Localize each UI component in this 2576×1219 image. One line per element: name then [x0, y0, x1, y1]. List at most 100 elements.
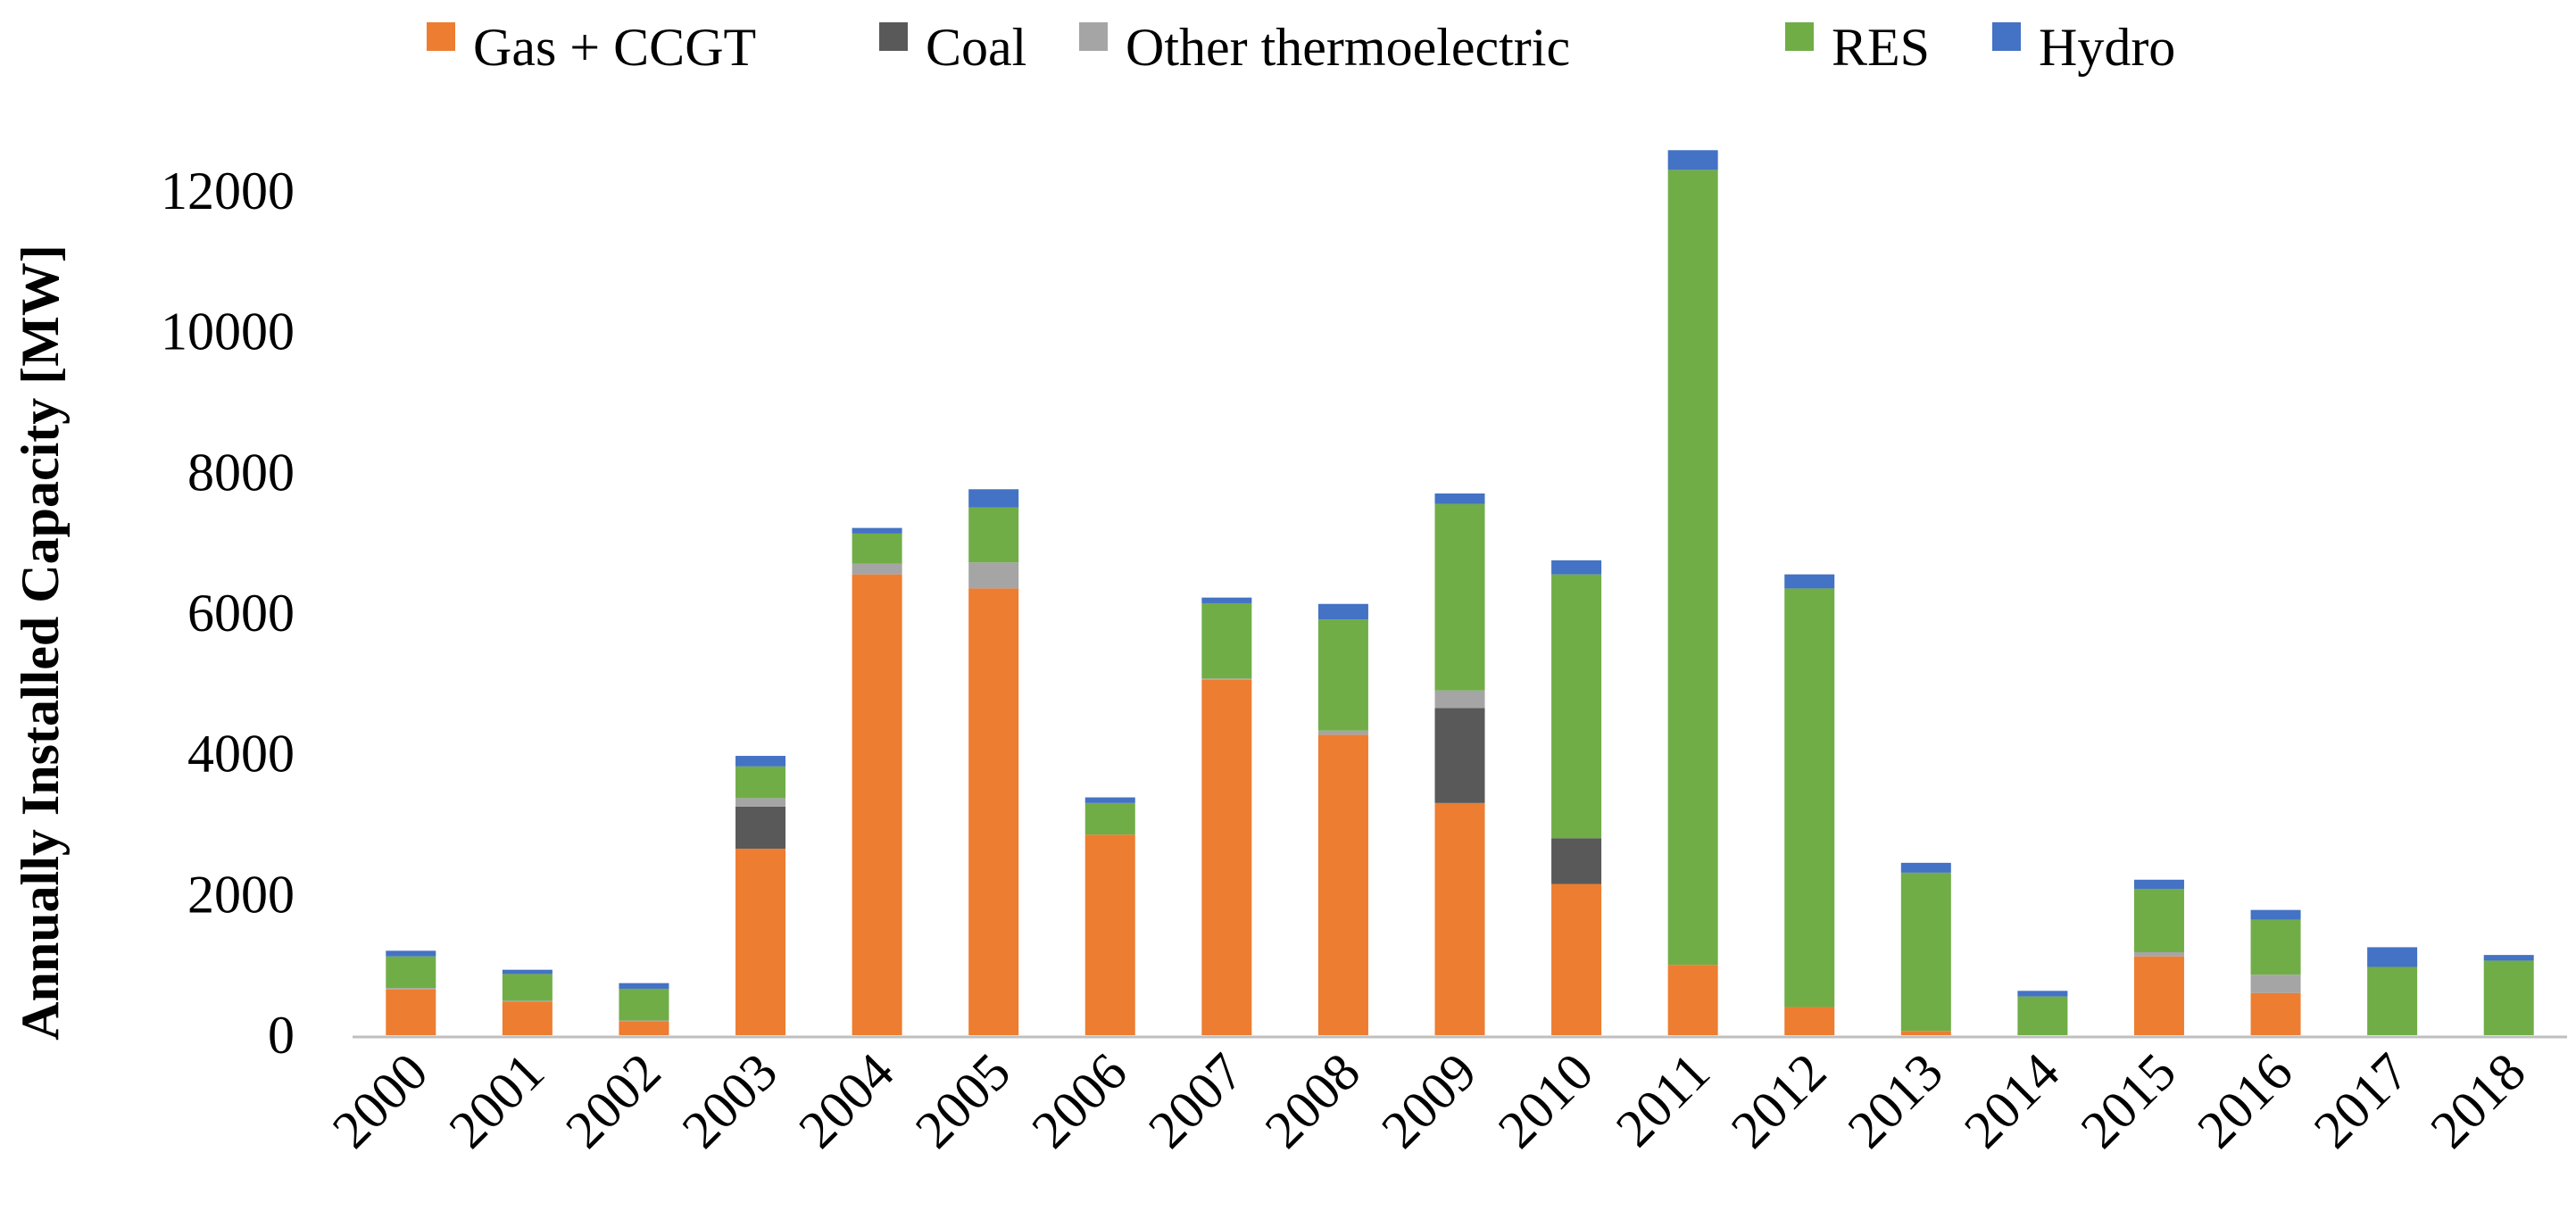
bar-segment-res-2002 — [619, 988, 669, 1021]
bar-segment-gas-ccgt-2006 — [1084, 834, 1135, 1035]
bar-segment-other-thermoelectric-2001 — [502, 1000, 553, 1002]
y-tick-label: 0 — [268, 1006, 295, 1065]
chart-legend: Gas + CCGT Coal Other thermoelectric RES Hyd… — [427, 18, 2175, 77]
legend-label: Hydro — [2039, 18, 2175, 77]
bar-segment-gas-ccgt-2007 — [1201, 679, 1252, 1035]
bar-segment-gas-ccgt-2002 — [619, 1021, 669, 1035]
bar-segment-hydro-2010 — [1551, 560, 1602, 575]
bar-segment-res-2007 — [1201, 602, 1252, 679]
y-tick-label: 4000 — [187, 725, 295, 784]
bar-segment-res-2008 — [1317, 619, 1368, 731]
bar-segment-gas-ccgt-2000 — [386, 989, 436, 1035]
bar-stacks — [386, 150, 2534, 1035]
x-tick-label: 2018 — [2419, 1042, 2537, 1160]
bar-segment-gas-ccgt-2009 — [1434, 802, 1485, 1035]
x-tick-label: 2013 — [1836, 1042, 1954, 1160]
x-tick-label: 2006 — [1020, 1042, 1138, 1160]
bar-segment-hydro-2012 — [1784, 574, 1835, 589]
bar-segment-hydro-2018 — [2483, 955, 2534, 961]
bar-segment-res-2014 — [2017, 996, 2068, 1035]
bar-segment-hydro-2003 — [735, 756, 786, 767]
legend-swatch-0 — [427, 22, 455, 51]
bar-segment-res-2000 — [386, 956, 436, 989]
bar-segment-gas-ccgt-2012 — [1784, 1007, 1835, 1035]
legend-swatch-2 — [1079, 22, 1108, 51]
bar-segment-gas-ccgt-2004 — [852, 574, 902, 1035]
legend-swatch-3 — [1785, 22, 1814, 51]
bar-segment-other-thermoelectric-2008 — [1317, 730, 1368, 735]
bar-segment-res-2015 — [2133, 889, 2184, 952]
x-tick-label: 2002 — [554, 1042, 672, 1160]
bar-segment-res-2010 — [1551, 574, 1602, 839]
bar-segment-other-thermoelectric-2015 — [2133, 951, 2184, 957]
bar-segment-hydro-2008 — [1317, 603, 1368, 620]
bar-segment-other-thermoelectric-2016 — [2250, 974, 2301, 993]
bar-segment-res-2004 — [852, 533, 902, 564]
bar-segment-gas-ccgt-2001 — [502, 1001, 553, 1035]
bar-segment-hydro-2002 — [619, 983, 669, 989]
bar-segment-gas-ccgt-2011 — [1667, 965, 1718, 1035]
bar-segment-res-2009 — [1434, 503, 1485, 691]
bar-segment-hydro-2005 — [968, 489, 1019, 508]
x-tick-label: 2015 — [2070, 1042, 2188, 1160]
legend-label: RES — [1832, 18, 1930, 77]
x-tick-label: 2001 — [438, 1042, 556, 1160]
bar-segment-hydro-2011 — [1667, 150, 1718, 170]
bar-segment-other-thermoelectric-2009 — [1434, 690, 1485, 709]
bar-segment-coal-2003 — [735, 806, 786, 850]
bar-segment-other-thermoelectric-2005 — [968, 562, 1019, 589]
bar-segment-other-thermoelectric-2007 — [1201, 678, 1252, 680]
bar-segment-other-thermoelectric-2002 — [619, 1020, 669, 1022]
x-tick-label: 2016 — [2186, 1042, 2304, 1160]
bar-segment-res-2005 — [968, 507, 1019, 563]
x-tick-label: 2008 — [1254, 1042, 1372, 1160]
bar-segment-res-2011 — [1667, 170, 1718, 966]
y-tick-label: 2000 — [187, 865, 295, 924]
bar-segment-res-2001 — [502, 974, 553, 1001]
bar-segment-hydro-2017 — [2367, 947, 2418, 967]
bar-segment-gas-ccgt-2003 — [735, 849, 786, 1035]
bar-segment-gas-ccgt-2015 — [2133, 956, 2184, 1035]
bar-segment-hydro-2015 — [2133, 879, 2184, 890]
bar-segment-hydro-2001 — [502, 969, 553, 974]
bar-segment-res-2018 — [2483, 960, 2534, 1035]
bar-segment-gas-ccgt-2013 — [1900, 1031, 1951, 1035]
y-tick-label: 6000 — [187, 584, 295, 643]
x-tick-label: 2017 — [2303, 1042, 2421, 1160]
y-tick-label: 12000 — [161, 162, 295, 220]
legend-label: Other thermoelectric — [1126, 18, 1570, 77]
x-tick-label: 2014 — [1953, 1042, 2071, 1160]
bar-segment-res-2016 — [2250, 919, 2301, 975]
bar-segment-res-2003 — [735, 766, 786, 799]
x-tick-label: 2000 — [321, 1042, 439, 1160]
bar-segment-hydro-2016 — [2250, 909, 2301, 920]
x-axis-ticks: 2000 2001 2002 2003 2004 2005 2006 2007 2008 2009… — [321, 1042, 2537, 1160]
x-tick-label: 2011 — [1605, 1042, 1721, 1158]
x-tick-label: 2005 — [904, 1042, 1022, 1160]
bar-segment-hydro-2006 — [1084, 797, 1135, 803]
x-tick-label: 2007 — [1137, 1042, 1255, 1160]
bar-segment-other-thermoelectric-2004 — [852, 563, 902, 575]
bar-segment-hydro-2013 — [1900, 862, 1951, 873]
x-tick-label: 2003 — [671, 1042, 789, 1160]
bar-segment-hydro-2014 — [2017, 991, 2068, 997]
bar-segment-other-thermoelectric-2000 — [386, 988, 436, 990]
bar-segment-gas-ccgt-2008 — [1317, 734, 1368, 1035]
x-tick-label: 2010 — [1487, 1042, 1605, 1160]
y-tick-label: 10000 — [161, 303, 295, 361]
bar-segment-res-2006 — [1084, 802, 1135, 835]
bar-segment-hydro-2007 — [1201, 597, 1252, 603]
x-tick-label: 2012 — [1720, 1042, 1838, 1160]
legend-label: Coal — [926, 18, 1026, 77]
x-tick-label: 2009 — [1370, 1042, 1488, 1160]
legend-swatch-4 — [1992, 22, 2021, 51]
y-tick-label: 8000 — [187, 443, 295, 502]
bar-segment-hydro-2004 — [852, 527, 902, 534]
bar-segment-gas-ccgt-2005 — [968, 588, 1019, 1035]
bar-segment-coal-2010 — [1551, 838, 1602, 884]
bar-segment-hydro-2009 — [1434, 493, 1485, 504]
bar-segment-hydro-2000 — [386, 950, 436, 957]
y-axis-ticks: 0 2000 4000 6000 8000 10000 12000 — [161, 162, 295, 1065]
bar-segment-other-thermoelectric-2003 — [735, 798, 786, 807]
bar-segment-gas-ccgt-2010 — [1551, 883, 1602, 1035]
